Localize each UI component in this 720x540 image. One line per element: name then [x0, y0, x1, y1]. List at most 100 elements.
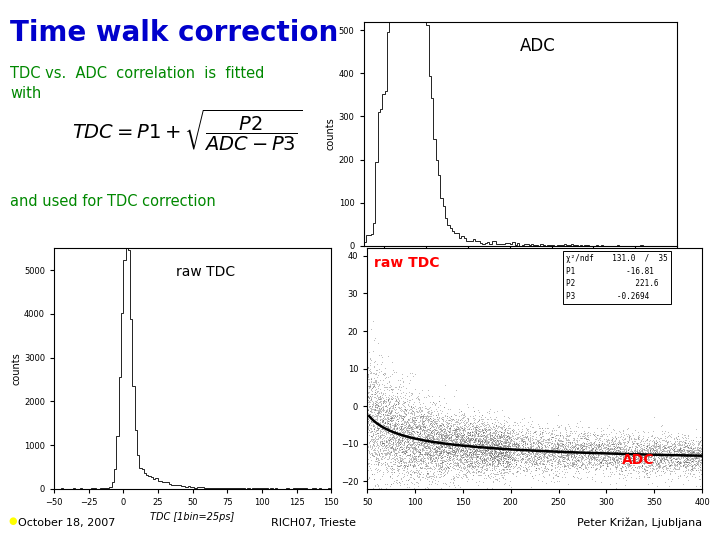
Point: [444, 447, 455, 456]
Point: [586, 455, 598, 463]
Point: [629, 448, 640, 457]
Point: [658, 453, 670, 462]
Point: [500, 430, 511, 439]
Point: [489, 415, 500, 423]
Point: [691, 459, 703, 468]
Point: [366, 424, 377, 433]
Point: [426, 433, 437, 441]
Point: [512, 441, 523, 450]
Point: [372, 419, 384, 428]
Point: [616, 449, 627, 458]
Point: [371, 468, 382, 476]
Point: [448, 428, 459, 436]
Point: [384, 434, 396, 443]
Point: [554, 431, 565, 440]
Point: [656, 449, 667, 457]
Point: [580, 433, 591, 442]
Point: [681, 446, 693, 454]
Point: [394, 481, 405, 489]
Point: [532, 454, 544, 463]
Point: [454, 447, 466, 455]
Point: [377, 409, 389, 418]
Point: [680, 453, 692, 462]
Point: [371, 442, 382, 450]
Point: [574, 431, 585, 440]
Point: [472, 450, 484, 458]
Point: [377, 405, 389, 414]
Point: [397, 412, 409, 421]
Point: [404, 421, 415, 429]
Point: [436, 453, 448, 462]
Point: [438, 427, 449, 435]
Point: [480, 450, 491, 458]
Point: [413, 418, 425, 427]
Point: [643, 473, 654, 482]
Point: [609, 456, 621, 465]
Point: [393, 420, 405, 428]
Point: [474, 427, 486, 435]
Point: [390, 421, 402, 429]
Point: [387, 468, 398, 476]
Point: [568, 442, 580, 450]
Point: [507, 470, 518, 478]
Point: [382, 397, 393, 406]
Point: [378, 380, 390, 389]
Point: [466, 452, 477, 461]
Point: [417, 413, 428, 421]
Point: [439, 425, 451, 434]
Point: [544, 447, 556, 455]
Point: [496, 451, 508, 460]
Point: [467, 427, 478, 435]
Point: [502, 436, 513, 444]
Point: [420, 436, 432, 445]
Point: [378, 430, 390, 439]
Point: [433, 467, 444, 476]
Point: [486, 429, 498, 438]
Point: [492, 438, 503, 447]
Point: [577, 464, 589, 473]
Point: [422, 386, 433, 395]
Point: [408, 434, 420, 442]
Point: [394, 411, 405, 420]
Point: [539, 450, 550, 458]
Point: [370, 460, 382, 469]
Point: [495, 448, 507, 456]
Point: [413, 445, 425, 454]
Point: [383, 409, 395, 417]
Point: [402, 445, 413, 454]
Point: [446, 448, 458, 457]
Point: [382, 428, 394, 436]
Point: [557, 440, 568, 449]
Point: [521, 467, 533, 476]
Point: [361, 455, 373, 464]
Point: [438, 434, 449, 442]
Point: [406, 427, 418, 435]
Point: [641, 457, 652, 465]
Point: [467, 430, 478, 439]
Point: [600, 444, 612, 453]
Point: [646, 458, 657, 467]
Point: [460, 472, 472, 481]
Point: [572, 434, 583, 442]
Point: [405, 458, 417, 467]
Point: [667, 467, 678, 476]
Point: [369, 449, 381, 458]
Point: [402, 432, 413, 441]
Point: [373, 435, 384, 443]
Point: [672, 456, 683, 465]
Point: [592, 451, 603, 460]
Point: [663, 443, 675, 451]
Point: [383, 426, 395, 435]
Point: [473, 415, 485, 423]
Point: [462, 475, 474, 483]
Point: [482, 431, 493, 440]
Point: [690, 460, 701, 469]
Point: [567, 460, 578, 468]
Point: [639, 462, 651, 470]
Point: [696, 454, 708, 463]
Point: [499, 438, 510, 447]
Point: [693, 449, 705, 457]
Point: [647, 464, 658, 473]
Point: [427, 457, 438, 465]
Point: [423, 440, 434, 448]
